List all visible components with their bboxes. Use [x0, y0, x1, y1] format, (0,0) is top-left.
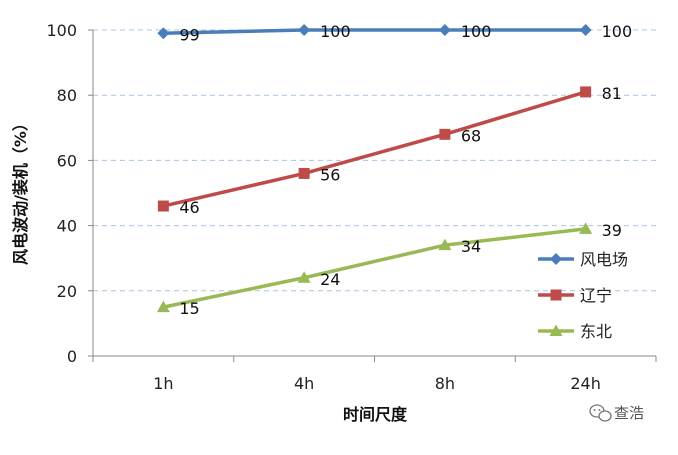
series-line	[163, 28, 586, 36]
y-tick-label: 0	[67, 347, 77, 366]
x-axis-title: 时间尺度	[343, 405, 408, 424]
legend-marker	[549, 324, 563, 336]
axes: 0 20 40 60 80 100 1h 4h 8h 24h	[46, 21, 657, 393]
watermark: 查浩	[589, 404, 644, 422]
data-label: 39	[602, 221, 622, 240]
series-lines	[156, 24, 593, 313]
data-label: 68	[461, 126, 481, 145]
x-tick-label: 1h	[153, 374, 173, 393]
series-line	[162, 90, 587, 208]
y-tick-label: 20	[57, 282, 77, 301]
x-tick-label: 4h	[294, 374, 314, 393]
data-point	[298, 167, 310, 179]
y-tick-label: 80	[57, 86, 77, 105]
y-tick-label: 100	[46, 21, 77, 40]
data-label: 100	[602, 22, 633, 41]
data-label: 100	[461, 22, 492, 41]
x-tick-label: 8h	[435, 374, 455, 393]
data-point	[439, 128, 451, 140]
data-label: 99	[179, 25, 199, 44]
data-point	[579, 24, 592, 36]
legend-marker	[550, 289, 562, 301]
data-label: 81	[602, 84, 622, 103]
data-point	[157, 200, 169, 212]
data-point	[580, 86, 592, 98]
data-point	[579, 222, 593, 234]
data-point	[297, 271, 311, 283]
data-point	[157, 27, 170, 40]
data-label: 56	[320, 165, 340, 184]
data-label: 46	[179, 198, 199, 217]
series-line	[163, 227, 586, 309]
data-label: 34	[461, 237, 481, 256]
data-point	[298, 24, 311, 36]
data-label: 100	[320, 22, 351, 41]
data-point	[156, 300, 170, 313]
legend-label: 风电场	[580, 250, 628, 269]
y-tick-label: 40	[57, 217, 77, 236]
y-axis-title: 风电波动/装机（%）	[11, 115, 30, 265]
data-labels: 99 100 100 100 46 56 68 81 15 24 34 39	[179, 22, 632, 318]
gridlines	[93, 29, 656, 292]
wechat-icon	[589, 404, 612, 422]
x-tick-label: 24h	[570, 374, 601, 393]
watermark-text: 查浩	[614, 404, 644, 422]
data-label: 24	[320, 270, 340, 289]
data-point	[438, 24, 451, 36]
legend-label: 东北	[580, 322, 612, 341]
data-label: 15	[179, 299, 199, 318]
y-tick-label: 60	[57, 151, 77, 170]
data-point	[438, 238, 452, 251]
legend-marker	[550, 253, 562, 265]
legend-label: 辽宁	[580, 286, 612, 305]
